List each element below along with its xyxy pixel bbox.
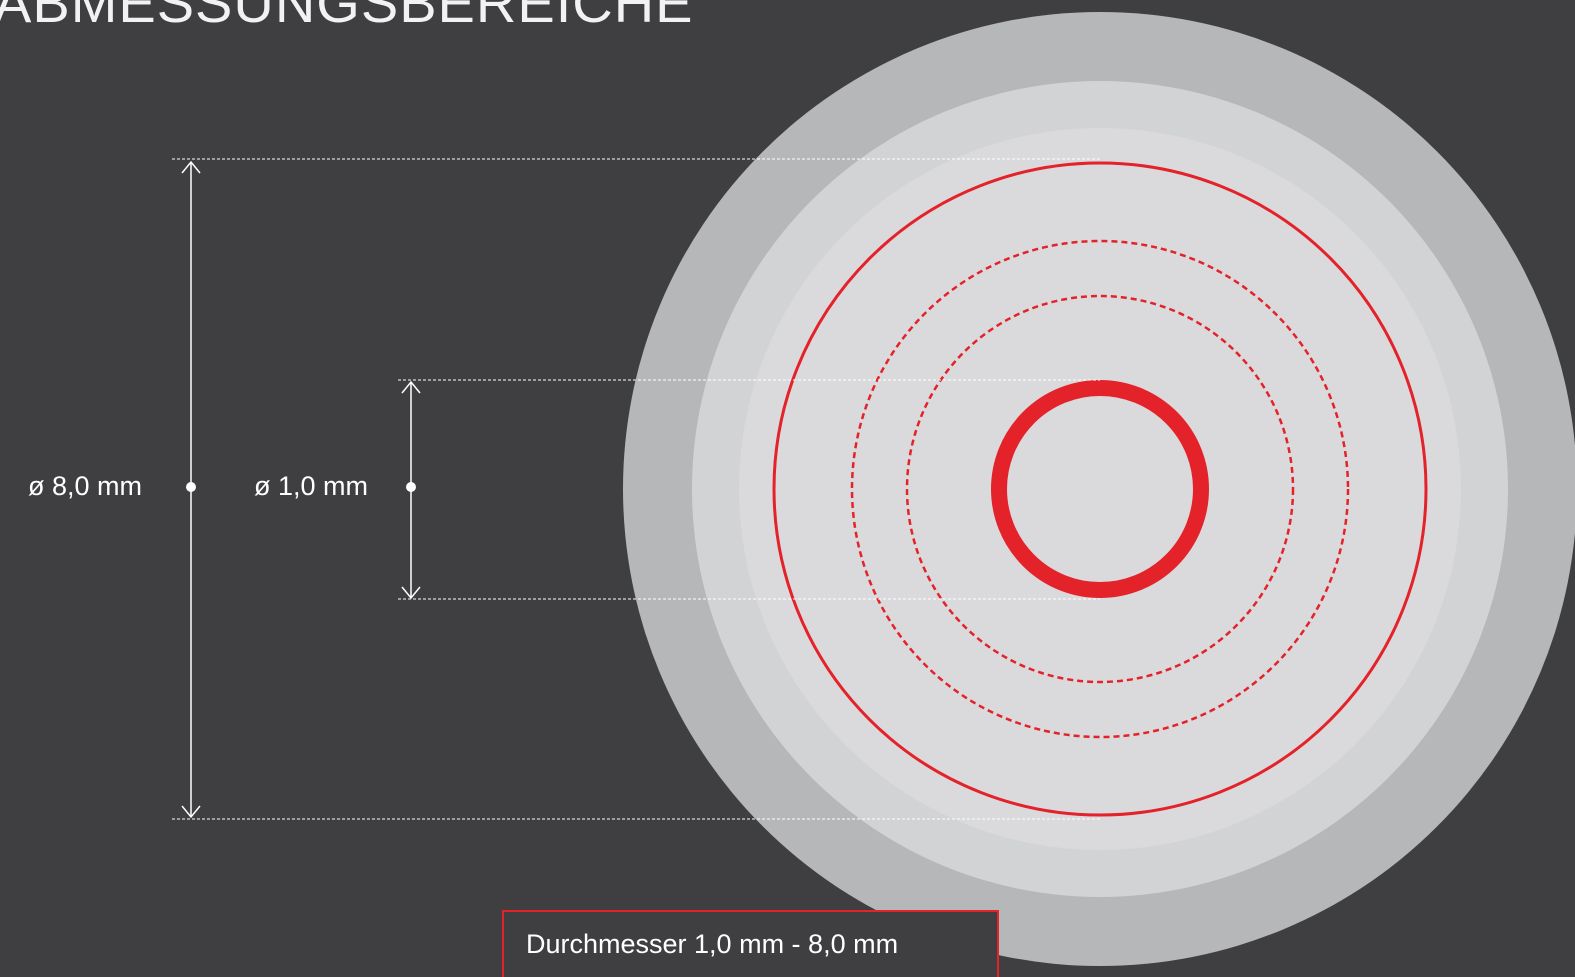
ring-min-diameter <box>991 380 1209 598</box>
dimension-dot-inner <box>406 482 416 492</box>
ring-dashed-outer <box>850 239 1350 739</box>
ring-dashed-inner <box>905 294 1295 684</box>
dimension-dot-outer <box>186 482 196 492</box>
disc-inner <box>739 128 1461 850</box>
inner-diameter-label: ø 1,0 mm <box>254 471 369 501</box>
diameter-range-text: Durchmesser 1,0 mm - 8,0 mm <box>526 929 899 959</box>
diameter-range-box: Durchmesser 1,0 mm - 8,0 mm <box>502 910 999 977</box>
page-title: ABMESSUNGSBEREICHE <box>0 0 694 34</box>
outer-diameter-label: ø 8,0 mm <box>28 471 143 501</box>
ring-max-diameter <box>772 161 1428 817</box>
